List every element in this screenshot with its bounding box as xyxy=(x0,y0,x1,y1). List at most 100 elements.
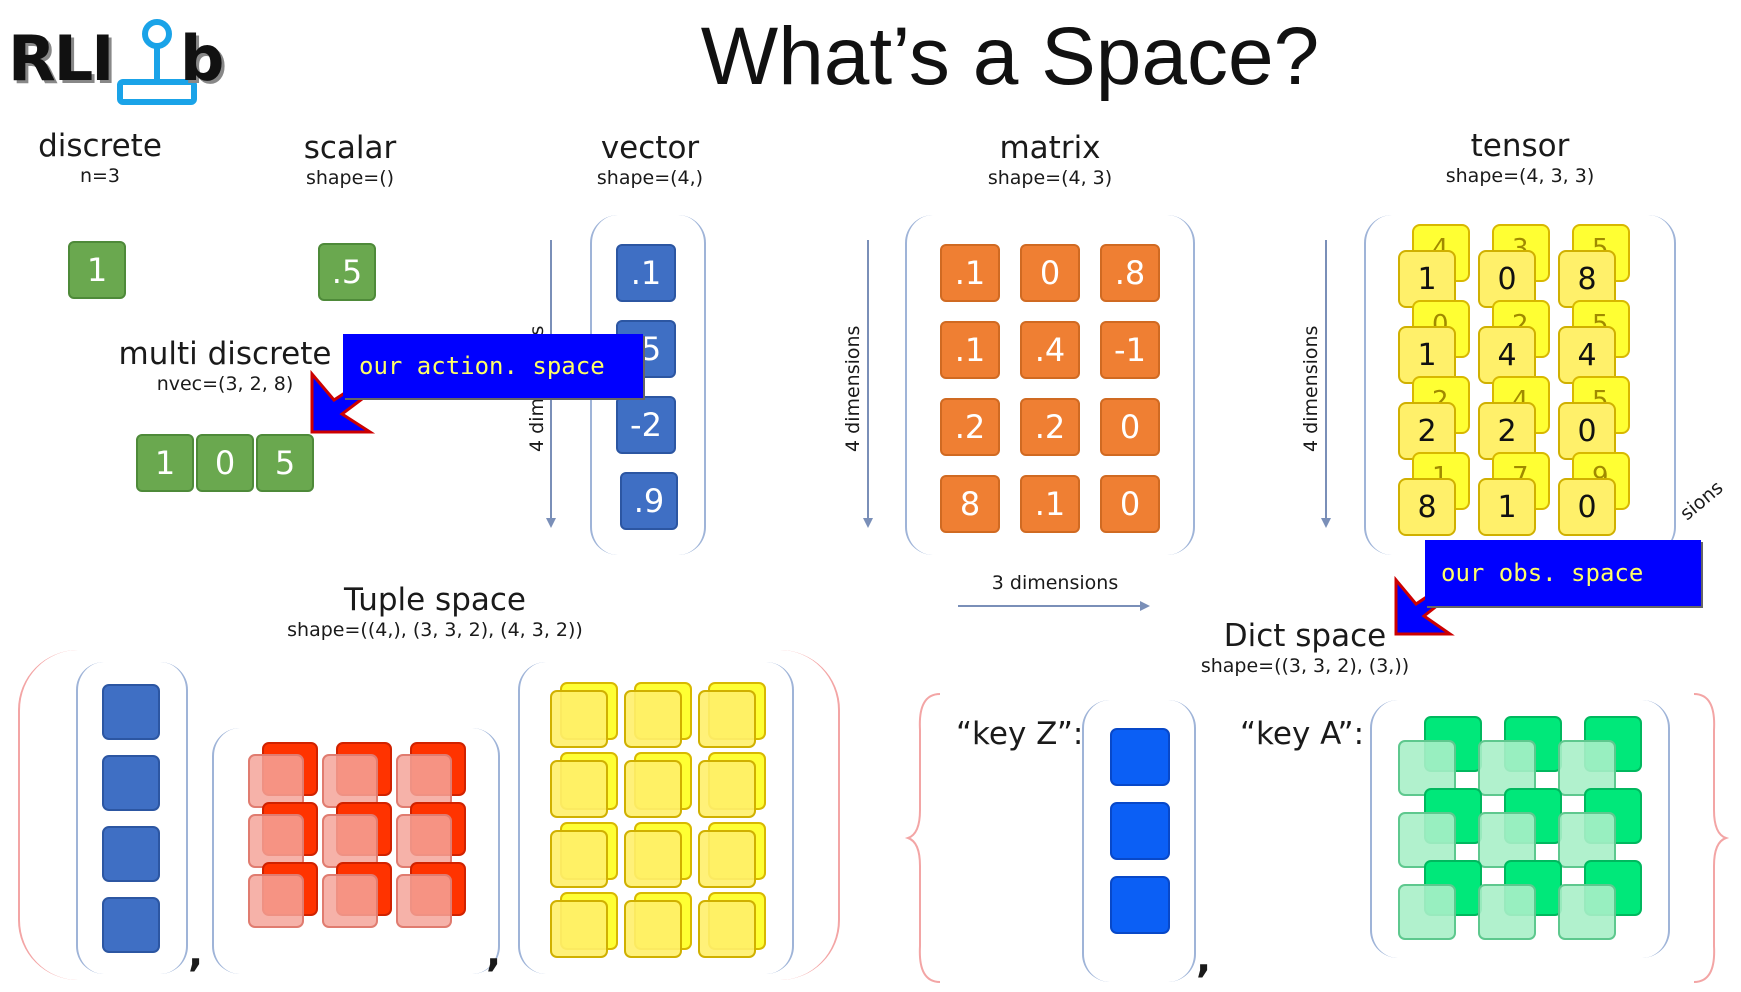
matrix-cell: .2 xyxy=(1020,398,1080,456)
tensor-dim-arrow xyxy=(1321,240,1331,528)
tensor-sub: shape=(4, 3, 3) xyxy=(1445,165,1595,187)
obs-space-callout: our obs. space xyxy=(1425,540,1701,606)
tuple-sub: shape=((4,), (3, 3, 2), (4, 3, 2)) xyxy=(287,619,583,641)
multi-discrete-name: multi discrete xyxy=(118,336,332,372)
matrix-cell: .1 xyxy=(940,244,1000,302)
vector-cell-3: .9 xyxy=(620,472,678,530)
matrix-cell: 0 xyxy=(1020,244,1080,302)
tuple-yellow-front-cell xyxy=(624,690,682,748)
tensor-front-cell: 0 xyxy=(1558,402,1616,460)
joystick-icon xyxy=(117,19,197,105)
multi-discrete-cell-1: 0 xyxy=(196,434,254,492)
tuple-yellow-front-cell xyxy=(698,830,756,888)
tuple-red-front-cell xyxy=(396,754,452,808)
vector-name: vector xyxy=(600,130,700,166)
matrix-dim-label-h: 3 dimensions xyxy=(991,572,1119,594)
dict-vector-bracket xyxy=(1082,700,1196,982)
tuple-yellow-front-cell xyxy=(698,760,756,818)
page-title: What’s a Space? xyxy=(700,11,1320,102)
dict-tensor-bracket xyxy=(1370,700,1670,958)
matrix-cell: 8 xyxy=(940,475,1000,533)
tuple-comma-2: , xyxy=(486,930,502,976)
tensor-dim-label: 4 dimensions xyxy=(1300,325,1322,452)
matrix-cell: 0 xyxy=(1100,398,1160,456)
tuple-red-tensor-bracket xyxy=(212,728,500,974)
tuple-red-front-cell xyxy=(322,814,378,868)
tuple-yellow-front-cell xyxy=(698,900,756,958)
tuple-header: Tuple space shape=((4,), (3, 3, 2), (4, … xyxy=(240,582,630,642)
tuple-red-front-cell xyxy=(322,754,378,808)
matrix-cell: .8 xyxy=(1100,244,1160,302)
tensor-front-cell: 0 xyxy=(1478,250,1536,308)
dict-comma: , xyxy=(1196,936,1212,982)
logo-text-left: RLI xyxy=(8,22,114,95)
matrix-cell: .2 xyxy=(940,398,1000,456)
logo-text-right: b xyxy=(180,22,224,95)
tuple-vector-cell xyxy=(102,684,160,740)
dict-green-front-cell xyxy=(1478,812,1536,868)
multi-discrete-sub: nvec=(3, 2, 8) xyxy=(156,373,294,395)
tensor-front-cell: 1 xyxy=(1478,478,1536,536)
vector-header: vector shape=(4,) xyxy=(570,130,730,190)
tuple-yellow-front-cell xyxy=(550,690,608,748)
dict-header: Dict space shape=((3, 3, 2), (3,)) xyxy=(1180,618,1430,678)
matrix-cell: .1 xyxy=(940,321,1000,379)
matrix-dim-arrow-h xyxy=(958,601,1150,611)
tensor-dim-label-diag: sions xyxy=(1676,476,1728,525)
tensor-front-cell: 2 xyxy=(1478,402,1536,460)
tuple-yellow-front-cell xyxy=(624,830,682,888)
tuple-red-front-cell xyxy=(248,874,304,928)
tuple-vector-cell xyxy=(102,755,160,811)
tensor-header: tensor shape=(4, 3, 3) xyxy=(1420,128,1620,188)
vector-cell-2: -2 xyxy=(616,396,676,454)
discrete-value-cell: 1 xyxy=(68,241,126,299)
tuple-red-front-cell xyxy=(248,814,304,868)
matrix-cell: -1 xyxy=(1100,321,1160,379)
matrix-sub: shape=(4, 3) xyxy=(987,167,1113,189)
dict-green-front-cell xyxy=(1558,812,1616,868)
tensor-name: tensor xyxy=(1470,128,1570,164)
matrix-dim-arrow-v xyxy=(863,240,873,528)
tuple-yellow-front-cell xyxy=(550,830,608,888)
discrete-name: discrete xyxy=(38,128,162,164)
vector-sub: shape=(4,) xyxy=(596,167,704,189)
tuple-red-front-cell xyxy=(322,874,378,928)
tuple-red-front-cell xyxy=(396,814,452,868)
matrix-cell: 0 xyxy=(1100,475,1160,533)
tensor-front-cell: 8 xyxy=(1398,478,1456,536)
tuple-yellow-front-cell xyxy=(698,690,756,748)
dict-key-a-label: “key A”: xyxy=(1240,716,1365,752)
rllib-logo: RLI b xyxy=(8,18,238,113)
tuple-yellow-front-cell xyxy=(624,760,682,818)
tuple-red-front-cell xyxy=(248,754,304,808)
discrete-sub: n=3 xyxy=(79,165,121,187)
dict-name: Dict space xyxy=(1223,618,1387,654)
matrix-name: matrix xyxy=(999,130,1101,166)
tuple-red-front-cell xyxy=(396,874,452,928)
dict-green-front-cell xyxy=(1478,740,1536,796)
tuple-outer-bracket xyxy=(18,650,840,980)
tensor-front-cell: 1 xyxy=(1398,250,1456,308)
matrix-header: matrix shape=(4, 3) xyxy=(950,130,1150,190)
matrix-cell: .4 xyxy=(1020,321,1080,379)
discrete-header: discrete n=3 xyxy=(20,128,180,188)
dict-right-brace xyxy=(1693,693,1730,983)
tuple-name: Tuple space xyxy=(343,582,527,618)
dict-vector-cell xyxy=(1110,728,1170,786)
dict-vector-cell xyxy=(1110,802,1170,860)
scalar-sub: shape=() xyxy=(305,167,395,189)
tuple-comma-1: , xyxy=(188,930,204,976)
multi-discrete-header: multi discrete nvec=(3, 2, 8) xyxy=(110,336,340,396)
tuple-vector-cell xyxy=(102,826,160,882)
dict-left-brace xyxy=(904,693,941,983)
tensor-front-cell: 0 xyxy=(1558,478,1616,536)
action-space-callout: our action. space xyxy=(343,334,643,398)
dict-green-front-cell xyxy=(1478,884,1536,940)
matrix-dim-label-v: 4 dimensions xyxy=(842,325,864,452)
dict-green-front-cell xyxy=(1398,812,1456,868)
scalar-name: scalar xyxy=(303,130,397,166)
tensor-bracket xyxy=(1364,215,1676,555)
matrix-cell: .1 xyxy=(1020,475,1080,533)
tuple-yellow-front-cell xyxy=(624,900,682,958)
dict-sub: shape=((3, 3, 2), (3,)) xyxy=(1200,655,1410,677)
